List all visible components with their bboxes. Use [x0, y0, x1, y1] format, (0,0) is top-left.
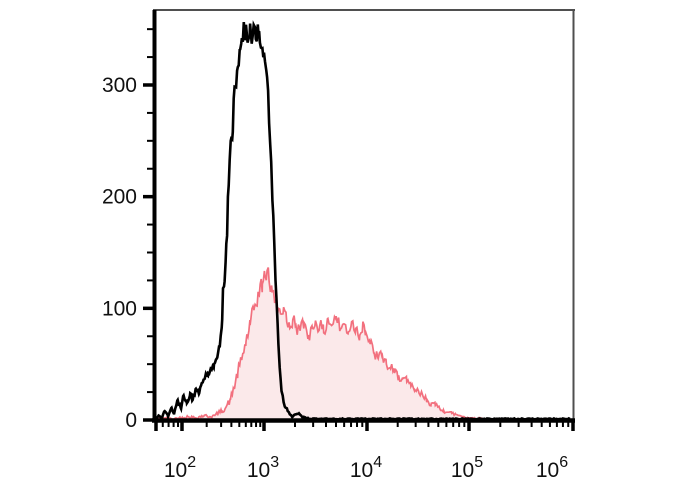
x-tick-label-10e5: 105: [451, 454, 483, 482]
y-tick-label-200: 200: [102, 186, 137, 209]
y-tick-label-300: 300: [102, 74, 137, 97]
x-tick-label-10e3: 103: [247, 454, 279, 482]
y-tick-label-100: 100: [102, 297, 137, 320]
x-tick-label-10e6: 106: [536, 454, 568, 482]
x-tick-label-10e4: 104: [350, 454, 382, 482]
y-tick-label-0: 0: [125, 409, 137, 432]
x-tick-label-10e2: 102: [164, 454, 196, 482]
